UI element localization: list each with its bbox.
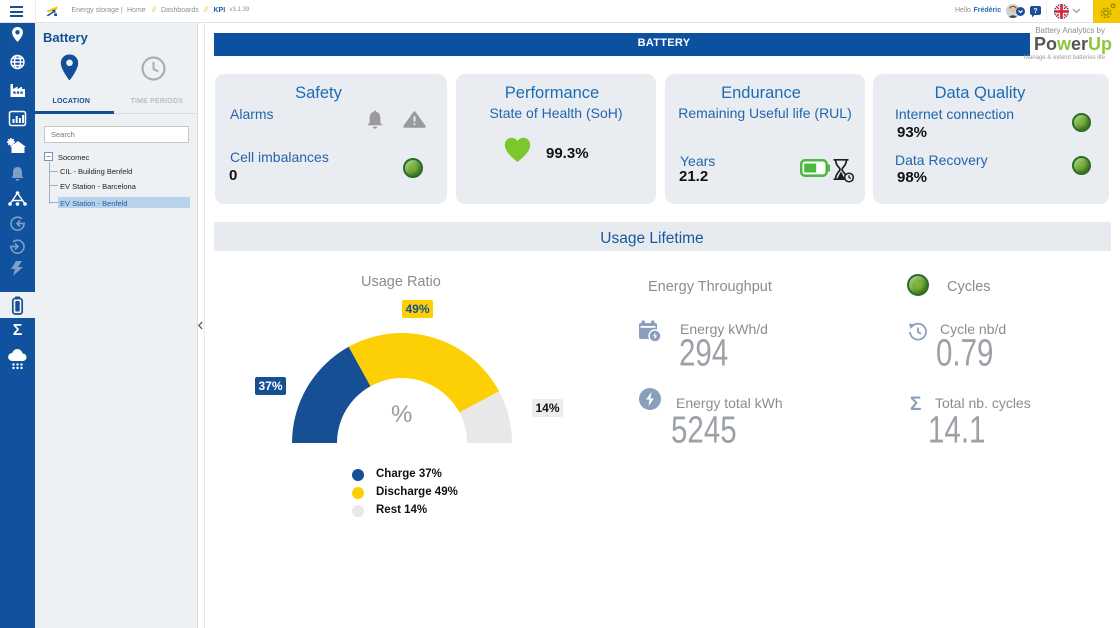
svg-text:?: ? [1033,8,1037,15]
